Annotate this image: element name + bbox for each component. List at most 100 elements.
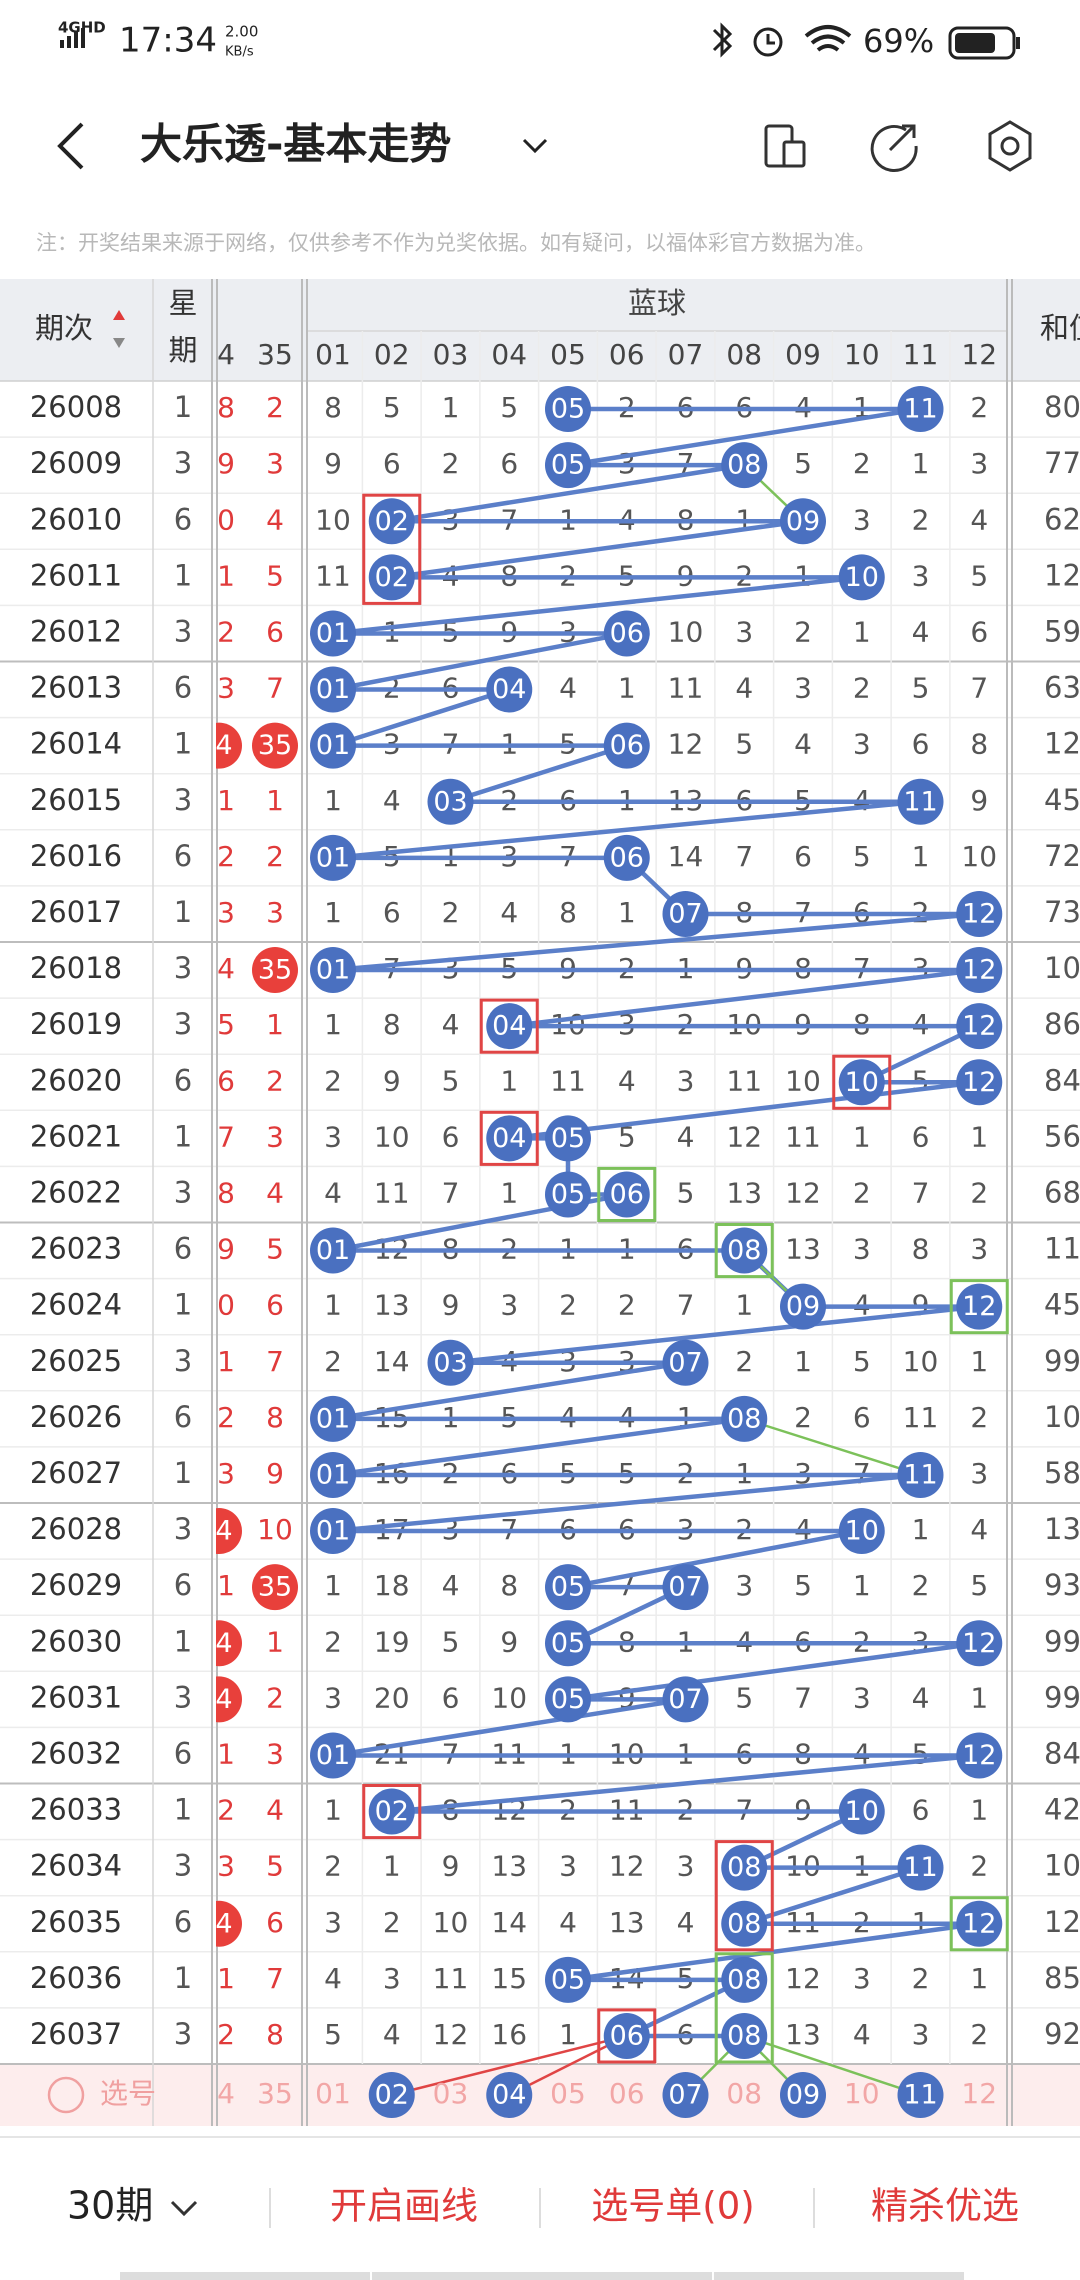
weekday: 3 bbox=[174, 1175, 192, 1209]
front-miss: 7 bbox=[266, 1962, 284, 1995]
blue-ball-number: 01 bbox=[316, 1740, 350, 1771]
blue-ball-number: 04 bbox=[492, 1123, 526, 1154]
select-ball-number[interactable]: 02 bbox=[375, 2080, 409, 2111]
blue-ball-number: 05 bbox=[551, 1179, 585, 1210]
blue-ball bbox=[721, 442, 768, 489]
blue-miss: 1 bbox=[324, 1569, 342, 1602]
sum: 92 bbox=[1044, 2017, 1080, 2051]
blue-miss: 4 bbox=[970, 1513, 988, 1546]
share-button[interactable] bbox=[870, 124, 918, 172]
blue-miss: 14 bbox=[374, 1345, 410, 1378]
front-miss: 10 bbox=[257, 1513, 293, 1546]
blue-miss: 10 bbox=[785, 1064, 821, 1097]
select-number[interactable]: 05 bbox=[550, 2077, 586, 2110]
select-number[interactable]: 08 bbox=[726, 2077, 762, 2110]
blue-ball bbox=[603, 834, 650, 881]
weekday: 1 bbox=[174, 558, 192, 592]
blue-ball bbox=[310, 610, 356, 657]
select-ball[interactable] bbox=[486, 2072, 533, 2118]
front-miss: 9 bbox=[266, 1457, 284, 1490]
blue-miss: 2 bbox=[853, 672, 871, 705]
period: 26035 bbox=[30, 1905, 122, 1939]
highlight-box bbox=[949, 1279, 1009, 1335]
period: 26019 bbox=[30, 1007, 122, 1041]
blue-ball-number: 10 bbox=[845, 562, 879, 593]
select-ball[interactable] bbox=[780, 2072, 826, 2118]
blue-miss: 2 bbox=[442, 447, 460, 480]
front-miss: 3 bbox=[266, 447, 284, 480]
blue-miss: 10 bbox=[961, 840, 997, 873]
select-number[interactable]: 03 bbox=[433, 2077, 469, 2110]
select-number[interactable]: 4 bbox=[217, 2077, 235, 2110]
blue-miss: 11 bbox=[315, 559, 351, 592]
front-miss: 5 bbox=[266, 559, 284, 592]
blue-miss: 3 bbox=[853, 503, 871, 536]
front-miss: 8 bbox=[266, 1401, 284, 1434]
front-miss: 2 bbox=[217, 2018, 235, 2051]
draw-lines-button[interactable]: 开启画线 bbox=[330, 2185, 478, 2228]
blue-miss: 8 bbox=[500, 1569, 518, 1602]
blue-ball bbox=[545, 1676, 591, 1723]
highlight-box bbox=[832, 1054, 892, 1110]
front-miss: 3 bbox=[266, 896, 284, 929]
front-ball bbox=[252, 1564, 298, 1611]
blue-miss: 13 bbox=[491, 1850, 527, 1883]
period: 26033 bbox=[30, 1793, 122, 1827]
blue-ball-number: 08 bbox=[727, 2020, 761, 2051]
premium-button[interactable]: 精杀优选 bbox=[871, 2185, 1019, 2228]
select-ball-number[interactable]: 04 bbox=[492, 2080, 526, 2111]
net-speed: 2.00 bbox=[225, 23, 258, 41]
blue-miss: 9 bbox=[442, 1850, 460, 1883]
blue-miss: 6 bbox=[912, 728, 930, 761]
weekday: 3 bbox=[174, 1680, 192, 1714]
period-selector[interactable]: 30期 bbox=[67, 2184, 153, 2228]
back-button[interactable] bbox=[57, 122, 84, 170]
front-miss: 2 bbox=[217, 1401, 235, 1434]
period: 26013 bbox=[30, 671, 122, 705]
select-radio[interactable] bbox=[47, 2076, 85, 2114]
select-ball-number[interactable]: 11 bbox=[903, 2080, 937, 2111]
blue-ball-number: 06 bbox=[610, 2020, 644, 2051]
blue-miss: 14 bbox=[491, 1906, 527, 1939]
blue-ball bbox=[603, 722, 650, 769]
device-button[interactable] bbox=[764, 124, 806, 168]
front-ball bbox=[252, 947, 298, 994]
app-header: 大乐透-基本走势 bbox=[57, 120, 1032, 172]
sum: 85 bbox=[1044, 1961, 1080, 1995]
blue-miss: 19 bbox=[374, 1625, 410, 1658]
period: 26008 bbox=[30, 390, 122, 424]
blue-ball-number: 10 bbox=[845, 1796, 879, 1827]
blue-ball-number: 04 bbox=[492, 1011, 526, 1042]
page-title[interactable]: 大乐透-基本走势 bbox=[140, 120, 451, 169]
blue-miss: 1 bbox=[970, 1345, 988, 1378]
select-number[interactable]: 12 bbox=[961, 2077, 997, 2110]
select-number[interactable]: 35 bbox=[257, 2077, 293, 2110]
pick-list-button[interactable]: 选号单(0) bbox=[591, 2185, 754, 2228]
trend-line bbox=[332, 406, 981, 2039]
select-number[interactable]: 01 bbox=[315, 2077, 351, 2110]
sort-icon[interactable] bbox=[113, 338, 125, 348]
select-number[interactable]: 10 bbox=[844, 2077, 880, 2110]
blue-miss: 3 bbox=[324, 1120, 342, 1153]
front-miss: 8 bbox=[266, 2018, 284, 2051]
settings-button[interactable] bbox=[988, 120, 1032, 172]
select-ball[interactable] bbox=[662, 2072, 709, 2118]
blue-ball bbox=[545, 442, 591, 489]
blue-miss: 12 bbox=[668, 728, 704, 761]
blue-miss: 6 bbox=[853, 1401, 871, 1434]
select-ball-number[interactable]: 07 bbox=[668, 2080, 702, 2111]
select-ball[interactable] bbox=[897, 2072, 944, 2118]
select-ball[interactable] bbox=[368, 2072, 415, 2118]
select-ball-number[interactable]: 09 bbox=[786, 2080, 820, 2111]
blue-miss: 6 bbox=[912, 1794, 930, 1827]
blue-ball-number: 07 bbox=[668, 898, 702, 929]
blue-miss: 3 bbox=[912, 2018, 930, 2051]
weekday: 3 bbox=[174, 1849, 192, 1883]
title-dropdown[interactable] bbox=[522, 138, 548, 154]
blue-miss: 2 bbox=[853, 1176, 871, 1209]
sort-icon[interactable] bbox=[113, 310, 125, 320]
front-miss: 2 bbox=[266, 840, 284, 873]
blue-miss: 7 bbox=[442, 1176, 460, 1209]
select-number[interactable]: 06 bbox=[609, 2077, 645, 2110]
blue-miss: 9 bbox=[442, 1289, 460, 1322]
